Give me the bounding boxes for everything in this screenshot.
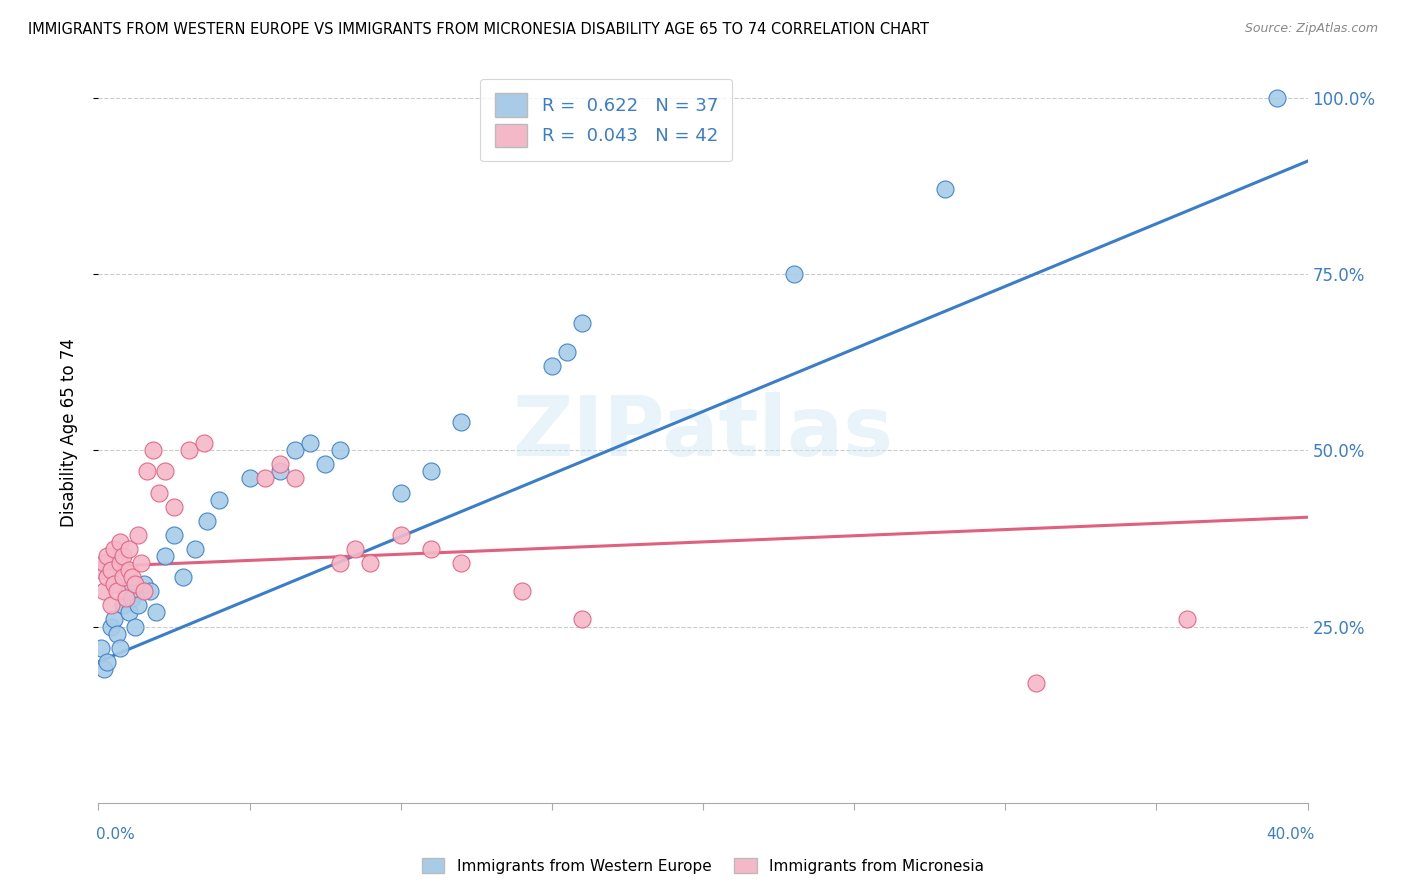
Point xyxy=(153,549,176,563)
Point xyxy=(105,584,128,599)
Text: ZIPatlas: ZIPatlas xyxy=(513,392,893,473)
Point xyxy=(111,549,134,563)
Point xyxy=(100,599,122,613)
Point xyxy=(121,591,143,606)
Point xyxy=(153,464,176,478)
Point xyxy=(132,584,155,599)
Point xyxy=(108,535,131,549)
Point xyxy=(1175,612,1198,626)
Point xyxy=(124,619,146,633)
Point xyxy=(139,584,162,599)
Point xyxy=(93,556,115,570)
Point xyxy=(103,577,125,591)
Point xyxy=(114,584,136,599)
Point xyxy=(783,267,806,281)
Point xyxy=(96,570,118,584)
Point xyxy=(193,436,215,450)
Point xyxy=(121,570,143,584)
Text: IMMIGRANTS FROM WESTERN EUROPE VS IMMIGRANTS FROM MICRONESIA DISABILITY AGE 65 T: IMMIGRANTS FROM WESTERN EUROPE VS IMMIGR… xyxy=(28,22,929,37)
Point xyxy=(93,662,115,676)
Point xyxy=(103,541,125,556)
Text: Source: ZipAtlas.com: Source: ZipAtlas.com xyxy=(1244,22,1378,36)
Point xyxy=(118,606,141,620)
Point xyxy=(179,443,201,458)
Point xyxy=(540,359,562,373)
Point xyxy=(148,485,170,500)
Point xyxy=(571,316,593,330)
Point xyxy=(96,549,118,563)
Y-axis label: Disability Age 65 to 74: Disability Age 65 to 74 xyxy=(59,338,77,527)
Point xyxy=(184,541,207,556)
Point xyxy=(208,492,231,507)
Text: 40.0%: 40.0% xyxy=(1267,827,1315,841)
Point xyxy=(163,500,186,514)
Point xyxy=(129,556,152,570)
Point xyxy=(1267,91,1289,105)
Point xyxy=(111,599,134,613)
Point xyxy=(389,528,412,542)
Point xyxy=(100,563,122,577)
Point xyxy=(344,541,367,556)
Point xyxy=(314,458,336,472)
Point xyxy=(571,612,593,626)
Point xyxy=(510,584,533,599)
Point xyxy=(420,464,443,478)
Point xyxy=(420,541,443,556)
Point xyxy=(145,606,167,620)
Legend: R =  0.622   N = 37, R =  0.043   N = 42: R = 0.622 N = 37, R = 0.043 N = 42 xyxy=(481,78,733,161)
Point xyxy=(253,471,276,485)
Text: 0.0%: 0.0% xyxy=(96,827,135,841)
Point xyxy=(172,570,194,584)
Point xyxy=(163,528,186,542)
Point xyxy=(124,577,146,591)
Point xyxy=(108,556,131,570)
Point xyxy=(114,591,136,606)
Point xyxy=(555,344,578,359)
Point xyxy=(284,471,307,485)
Point xyxy=(239,471,262,485)
Point xyxy=(100,619,122,633)
Point xyxy=(135,464,157,478)
Point xyxy=(93,584,115,599)
Point xyxy=(329,556,352,570)
Point xyxy=(389,485,412,500)
Point xyxy=(1024,676,1046,690)
Point xyxy=(284,443,307,458)
Point xyxy=(142,443,165,458)
Point xyxy=(90,563,112,577)
Point xyxy=(360,556,382,570)
Point xyxy=(195,514,218,528)
Point xyxy=(103,612,125,626)
Point xyxy=(299,436,322,450)
Point xyxy=(118,563,141,577)
Point xyxy=(108,640,131,655)
Legend: Immigrants from Western Europe, Immigrants from Micronesia: Immigrants from Western Europe, Immigran… xyxy=(415,852,991,880)
Point xyxy=(329,443,352,458)
Point xyxy=(105,626,128,640)
Point xyxy=(934,182,956,196)
Point xyxy=(269,464,291,478)
Point xyxy=(127,528,149,542)
Point xyxy=(269,458,291,472)
Point xyxy=(90,640,112,655)
Point xyxy=(450,415,472,429)
Point xyxy=(96,655,118,669)
Point xyxy=(111,570,134,584)
Point xyxy=(127,599,149,613)
Point xyxy=(118,541,141,556)
Point xyxy=(450,556,472,570)
Point xyxy=(132,577,155,591)
